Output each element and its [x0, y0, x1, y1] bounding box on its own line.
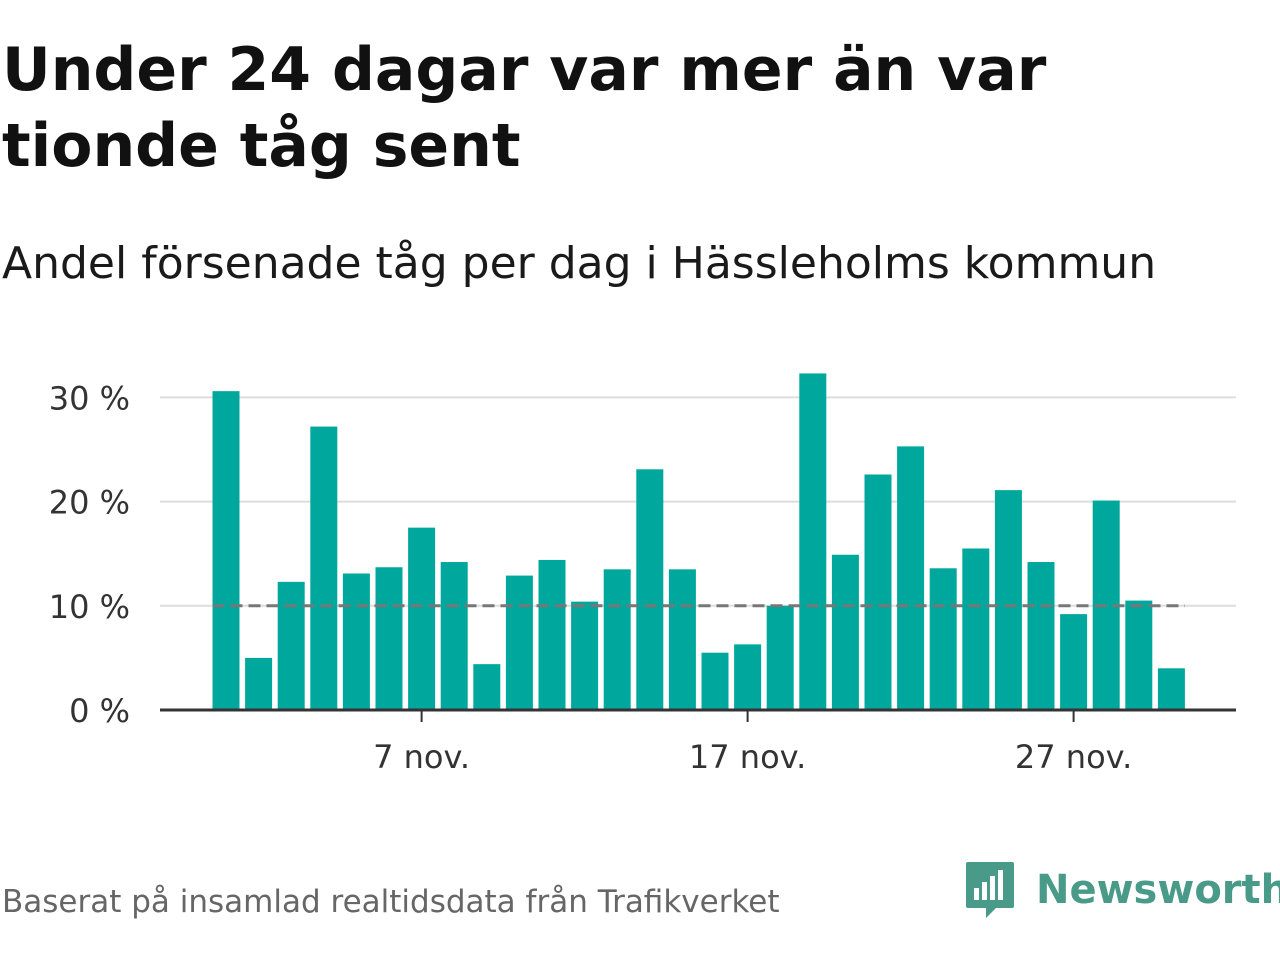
bar [1060, 614, 1088, 710]
y-tick-label: 20 % [49, 484, 130, 522]
bars [212, 373, 1185, 710]
bar [864, 474, 892, 710]
bar [571, 601, 599, 710]
bar [766, 605, 794, 710]
x-tick-label: 17 nov. [689, 738, 806, 776]
bar [212, 391, 240, 710]
bar [538, 559, 566, 710]
bar [799, 373, 827, 710]
bar [962, 548, 990, 710]
x-tick-label: 27 nov. [1015, 738, 1132, 776]
y-tick-label: 0 % [69, 692, 130, 730]
y-tick-label: 10 % [49, 588, 130, 626]
bar [636, 469, 664, 710]
bar [1157, 668, 1185, 710]
bar [473, 664, 501, 710]
bar [245, 657, 273, 710]
bar [929, 568, 957, 710]
bar [603, 569, 631, 710]
bar [668, 569, 696, 710]
bar [277, 581, 305, 710]
chart-title: Under 24 dagar var mer än var tionde tåg… [2, 35, 1047, 181]
bar [408, 527, 436, 710]
bar [897, 446, 925, 710]
bar [831, 554, 859, 710]
source-note: Baserat på insamlad realtidsdata från Tr… [2, 884, 780, 920]
bar [505, 575, 533, 710]
brand-name: Newsworthy [1036, 867, 1280, 913]
bar [994, 490, 1022, 710]
bar [440, 562, 468, 710]
bar [1125, 600, 1153, 710]
bar [701, 652, 729, 710]
bar [1027, 562, 1055, 710]
bar [734, 644, 762, 710]
chart-subtitle: Andel försenade tåg per dag i Hässleholm… [2, 238, 1157, 289]
bar [375, 567, 403, 710]
brand-logo: Newsworthy [964, 860, 1280, 920]
bar [310, 426, 338, 710]
newsworthy-logo-icon [966, 862, 1014, 918]
y-tick-label: 30 % [49, 379, 130, 417]
x-tick-label: 7 nov. [373, 738, 470, 776]
axes: 0 % 10 % 20 % 30 % 7 nov. 17 nov. 27 nov. [49, 379, 1236, 776]
bar [342, 573, 370, 710]
bar-chart: 0 % 10 % 20 % 30 % 7 nov. 17 nov. 27 nov. [49, 373, 1236, 776]
